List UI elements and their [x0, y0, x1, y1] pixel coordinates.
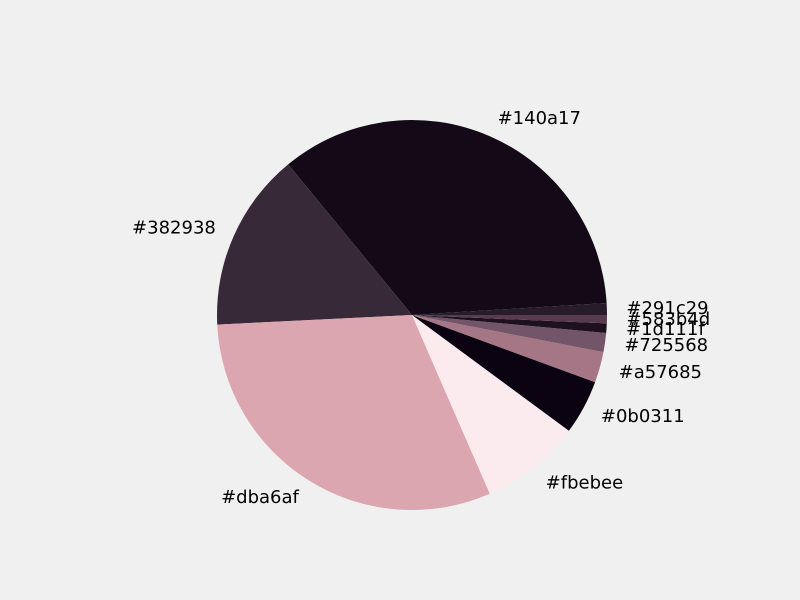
pie-slice-label-4: #fbebee — [546, 472, 624, 493]
pie-slice-label-6: #a57685 — [619, 362, 702, 383]
pie-slice-label-5: #0b0311 — [601, 406, 685, 427]
pie-slice-label-1: #140a17 — [498, 108, 581, 129]
pie-slice-label-8: #1d111f — [626, 319, 705, 340]
pie-slice-8 — [412, 315, 607, 334]
pie-slice-label-0: #291c29 — [626, 298, 708, 319]
pie-slice-1 — [288, 119, 607, 315]
pie-slice-label-9: #583b4d — [626, 309, 710, 330]
pie-slices — [217, 119, 607, 510]
pie-slice-7 — [412, 315, 607, 353]
pie-slice-6 — [412, 315, 604, 383]
pie-slice-2 — [217, 164, 412, 325]
pie-slice-3 — [217, 315, 490, 510]
pie-slice-5 — [412, 315, 596, 431]
pie-labels: #291c29 #140a17 #382938 #dba6af #fbebee #0b03… — [132, 108, 710, 508]
pie-slice-4 — [412, 315, 569, 494]
pie-slice-0 — [412, 302, 607, 315]
pie-slice-label-3: #dba6af — [221, 487, 299, 508]
pie-slice-label-7: #725568 — [624, 335, 708, 356]
pie-slice-label-2: #382938 — [132, 218, 216, 239]
pie-slice-9 — [412, 315, 607, 324]
